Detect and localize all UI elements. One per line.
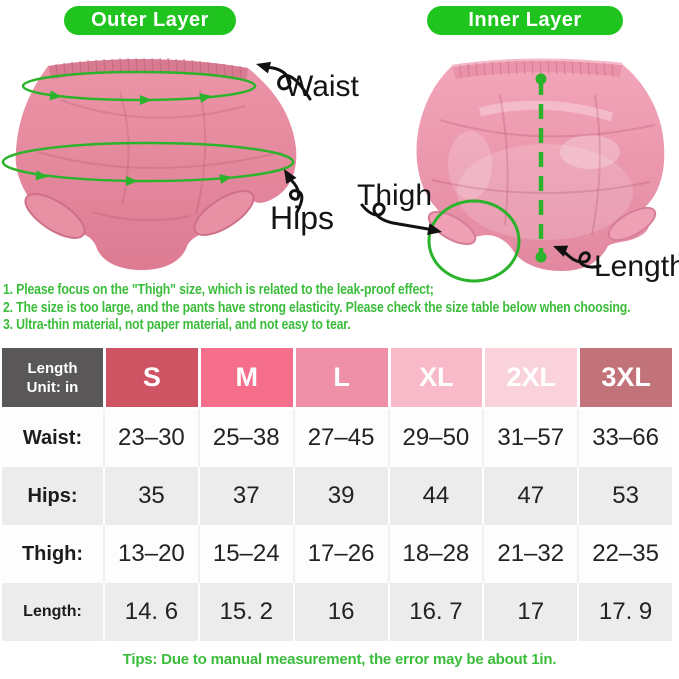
table-row-thigh: Thigh: 13–20 15–24 17–26 18–28 21–32 22–…	[2, 525, 672, 583]
cell-length-xl: 16. 7	[387, 583, 483, 641]
unit-header-cell: Length Unit: in	[2, 348, 103, 407]
cell-thigh-xl: 18–28	[387, 525, 483, 583]
row-label-length: Length:	[23, 603, 82, 620]
inner-layer-banner: Inner Layer	[427, 6, 623, 35]
inner-pant-figure	[416, 58, 665, 283]
size-header-m: M	[197, 348, 293, 407]
cell-length-3xl: 17. 9	[577, 583, 672, 641]
cell-waist-xl: 29–50	[387, 409, 483, 467]
cell-waist-2xl: 31–57	[482, 409, 577, 467]
cell-hips-2xl: 47	[482, 467, 577, 525]
table-row-waist: Waist: 23–30 25–38 27–45 29–50 31–57 33–…	[2, 409, 672, 467]
row-label-waist: Waist:	[22, 426, 83, 449]
cell-waist-l: 27–45	[292, 409, 388, 467]
cell-length-m: 15. 2	[197, 583, 293, 641]
hips-ellipse	[1, 141, 295, 186]
size-header-2xl: 2XL	[482, 348, 578, 407]
cell-hips-s: 35	[103, 467, 198, 525]
waist-ellipse	[21, 70, 257, 105]
cell-hips-m: 37	[197, 467, 293, 525]
cell-hips-l: 39	[292, 467, 388, 525]
size-header-xl: XL	[387, 348, 483, 407]
length-label: Length	[594, 250, 679, 283]
cell-waist-m: 25–38	[197, 409, 293, 467]
outer-layer-banner: Outer Layer	[64, 6, 236, 35]
cell-hips-3xl: 53	[577, 467, 672, 525]
cell-thigh-l: 17–26	[292, 525, 388, 583]
note-line-2: 2. The size is too large, and the pants …	[3, 298, 631, 316]
cell-thigh-m: 15–24	[197, 525, 293, 583]
thigh-arrow-icon	[360, 202, 442, 235]
size-table-header: Length Unit: in S M L XL 2XL 3XL	[2, 348, 672, 409]
unit-line-1: Length	[27, 359, 78, 377]
cell-thigh-3xl: 22–35	[577, 525, 672, 583]
outer-pant-figure	[1, 57, 297, 271]
note-line-1: 1. Please focus on the "Thigh" size, whi…	[3, 281, 434, 298]
notes-list: 1. Please focus on the "Thigh" size, whi…	[3, 281, 679, 334]
table-row-hips: Hips: 35 37 39 44 47 53	[2, 467, 672, 525]
cell-thigh-s: 13–20	[103, 525, 198, 583]
cell-length-s: 14. 6	[103, 583, 198, 641]
row-label-thigh: Thigh:	[21, 542, 84, 565]
note-line-3: 3. Ultra-thin material, not paper materi…	[3, 316, 351, 333]
waist-arrow-icon	[256, 61, 312, 101]
size-header-3xl: 3XL	[577, 348, 672, 407]
length-dashed-line	[535, 73, 547, 263]
size-table: Length Unit: in S M L XL 2XL 3XL Waist: …	[2, 348, 672, 641]
unit-line-2: Unit: in	[26, 378, 79, 396]
size-header-l: L	[292, 348, 388, 407]
cell-length-l: 16	[292, 583, 388, 641]
row-label-hips: Hips:	[27, 484, 78, 507]
measurement-tip: Tips: Due to manual measurement, the err…	[122, 651, 557, 668]
pants-illustration	[1, 57, 665, 283]
hips-arrow-icon	[284, 169, 304, 214]
cell-hips-xl: 44	[387, 467, 483, 525]
thigh-label: Thigh	[357, 179, 433, 212]
length-arrow-icon	[553, 245, 602, 269]
hips-label: Hips	[270, 200, 335, 236]
table-row-length: Length: 14. 6 15. 2 16 16. 7 17 17. 9	[2, 583, 672, 641]
cell-length-2xl: 17	[482, 583, 577, 641]
size-header-s: S	[103, 348, 198, 407]
cell-waist-s: 23–30	[103, 409, 198, 467]
cell-thigh-2xl: 21–32	[482, 525, 577, 583]
thigh-circle	[427, 199, 521, 283]
waist-label: Waist	[285, 70, 359, 103]
cell-waist-3xl: 33–66	[577, 409, 672, 467]
